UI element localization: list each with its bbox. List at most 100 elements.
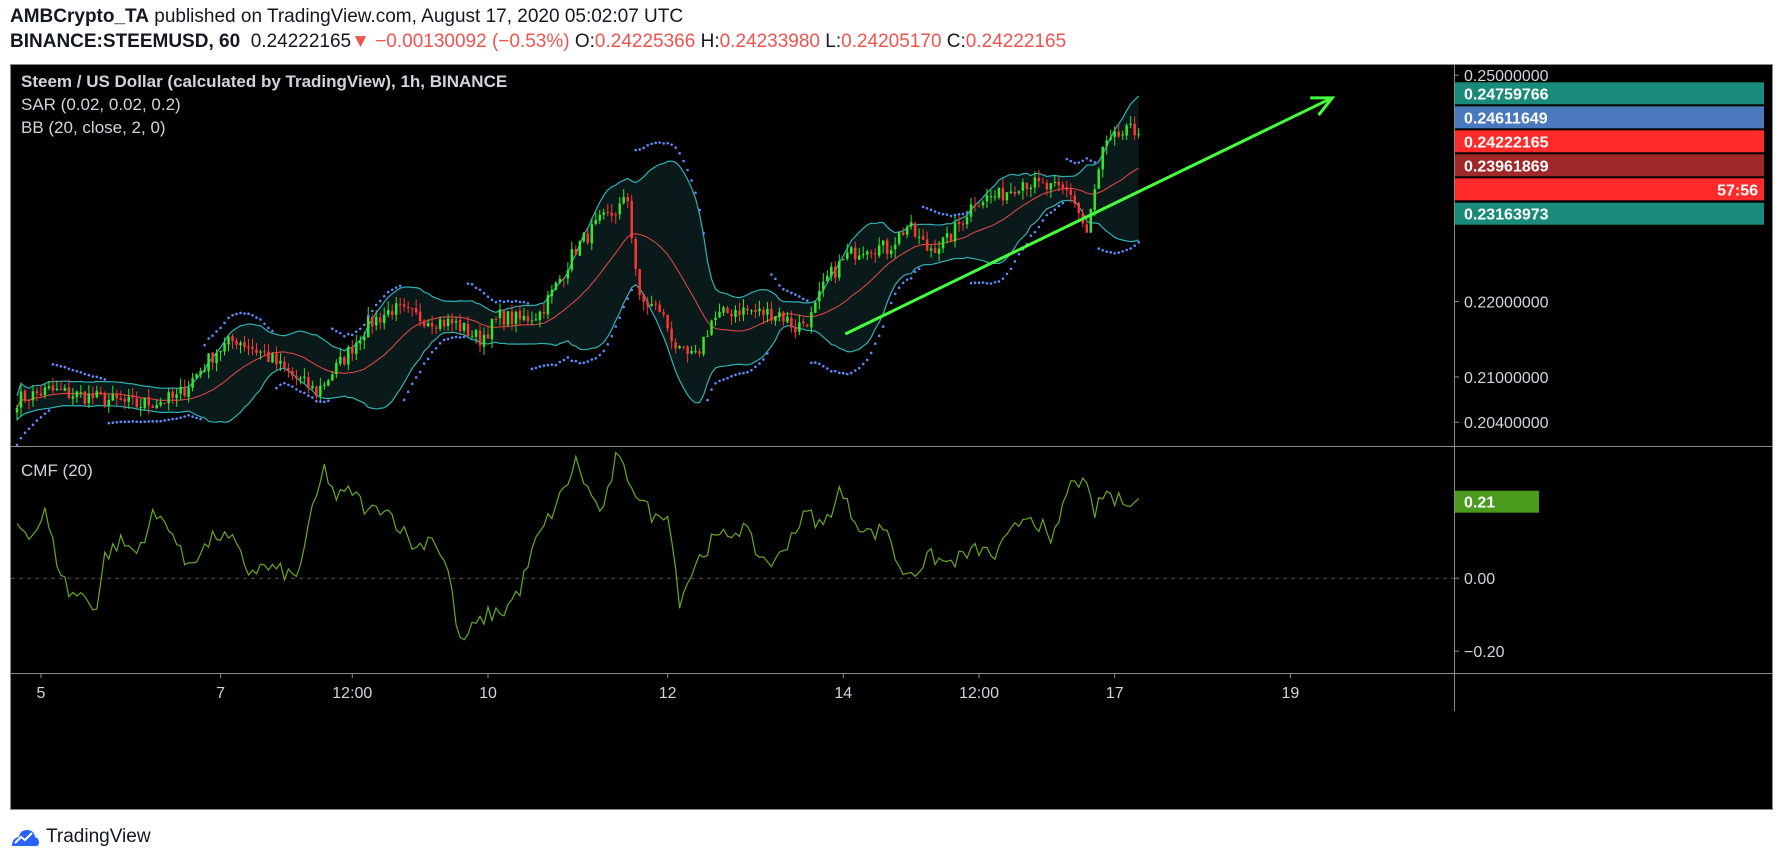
sar-dot [107, 421, 111, 425]
sar-dot [546, 363, 550, 367]
sar-dot [698, 208, 701, 212]
sar-dot [762, 358, 765, 361]
candle-body [614, 214, 617, 216]
candle-body [466, 323, 470, 337]
candle-body [450, 318, 454, 324]
price-tag-bg [1455, 130, 1764, 153]
candle-body [806, 324, 809, 327]
candle-body [710, 320, 713, 335]
sar-dot [175, 417, 178, 420]
sar-dot [135, 420, 139, 423]
sar-dot [494, 300, 498, 304]
sar-dot [454, 335, 458, 339]
sar-dot [526, 302, 530, 305]
high-label: H: [700, 31, 720, 52]
candle-body [542, 312, 546, 314]
sar-dot [562, 358, 566, 362]
price-tag-bg [1455, 202, 1764, 225]
candle-body [869, 252, 873, 254]
sar-dot [438, 341, 442, 345]
sar-dot [339, 331, 342, 335]
sar-dot [642, 146, 645, 150]
sar-dot [646, 144, 649, 147]
sar-dot [1089, 159, 1093, 162]
tradingview-logo-icon[interactable] [10, 826, 40, 848]
sar-dot [287, 383, 290, 387]
chart-canvas[interactable]: 0.25000000 0.22000000 0.21000000 0.20400000… [11, 65, 1772, 809]
sar-dot [690, 179, 693, 182]
candle-body [414, 308, 418, 313]
candle-body [686, 346, 689, 355]
candle-body [418, 311, 422, 322]
price-tag-label: 57:56 [1717, 182, 1758, 199]
candle-body [291, 370, 294, 376]
candle-body [394, 303, 398, 315]
candle-body [131, 396, 134, 398]
candle-body [175, 394, 178, 399]
sar-dot [283, 381, 286, 385]
candle-body [239, 342, 242, 346]
sar-dot [235, 312, 238, 316]
tradingview-brand[interactable]: TradingView [46, 826, 151, 847]
candle-body [410, 307, 414, 309]
author-name[interactable]: AMBCrypto_TA [10, 6, 149, 27]
chart-container[interactable]: 0.25000000 0.22000000 0.21000000 0.20400000… [10, 64, 1773, 810]
time-tick-label: 19 [1281, 685, 1299, 702]
sar-dot [889, 301, 893, 305]
sar-dot [574, 359, 578, 363]
candle-body [702, 336, 705, 355]
close-value: 0.24222165 [965, 31, 1067, 52]
sar-dot [702, 231, 705, 235]
candlesticks [15, 116, 1140, 421]
sar-dot [127, 420, 131, 424]
candle-body [842, 259, 845, 261]
sar-dot [119, 420, 123, 424]
candle-body [674, 342, 677, 349]
candle-body [850, 247, 853, 254]
chart-title: Steem / US Dollar (calculated by Trading… [21, 72, 507, 91]
candle-body [678, 346, 681, 349]
candle-body [482, 334, 486, 347]
candle-body [19, 391, 23, 408]
sar-dot [179, 416, 182, 419]
sar-dot [219, 326, 222, 330]
candle-body [510, 311, 514, 325]
sar-dot [362, 323, 366, 327]
candle-body [666, 314, 669, 329]
sar-legend: SAR (0.02, 0.02, 0.2) [21, 95, 181, 114]
candle-body [1025, 182, 1029, 189]
candle-body [626, 197, 629, 202]
sar-dot [1017, 252, 1021, 256]
candle-body [822, 281, 825, 291]
candle-body [642, 294, 645, 303]
candle-body [1061, 184, 1065, 189]
sar-dot [482, 291, 486, 295]
axes: 0.25000000 0.22000000 0.21000000 0.20400000… [36, 68, 1548, 702]
sar-dot [718, 379, 721, 383]
candle-body [335, 362, 338, 375]
time-tick-label: 10 [479, 685, 497, 702]
sar-dot [1041, 219, 1045, 222]
candle-body [139, 406, 142, 408]
candle-body [1033, 177, 1037, 188]
sar-dot [319, 400, 322, 403]
sar-dot [155, 420, 158, 423]
sar-dot [678, 152, 681, 155]
candle-body [730, 313, 733, 317]
sar-dot [606, 343, 610, 346]
sar-dot [103, 378, 107, 381]
sar-dot [374, 303, 378, 307]
sar-dot [79, 370, 83, 374]
sar-dot [382, 294, 386, 298]
candle-body [997, 187, 1001, 198]
sar-dot [510, 300, 514, 304]
sar-dot [833, 369, 837, 373]
candle-body [75, 391, 79, 398]
candle-body [897, 232, 901, 244]
sar-dot [63, 365, 67, 369]
sar-dot [55, 363, 59, 367]
sar-dot [1045, 213, 1049, 217]
candle-body [119, 397, 123, 400]
sar-dot [255, 316, 258, 319]
sar-dot [43, 412, 47, 416]
